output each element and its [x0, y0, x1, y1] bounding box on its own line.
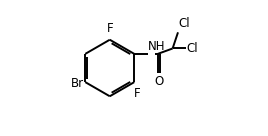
Text: O: O — [154, 75, 163, 88]
Text: F: F — [134, 87, 140, 100]
Text: Cl: Cl — [187, 42, 198, 55]
Text: F: F — [106, 22, 113, 35]
Text: NH: NH — [148, 40, 165, 53]
Text: Cl: Cl — [179, 17, 190, 30]
Text: Br: Br — [71, 77, 84, 90]
